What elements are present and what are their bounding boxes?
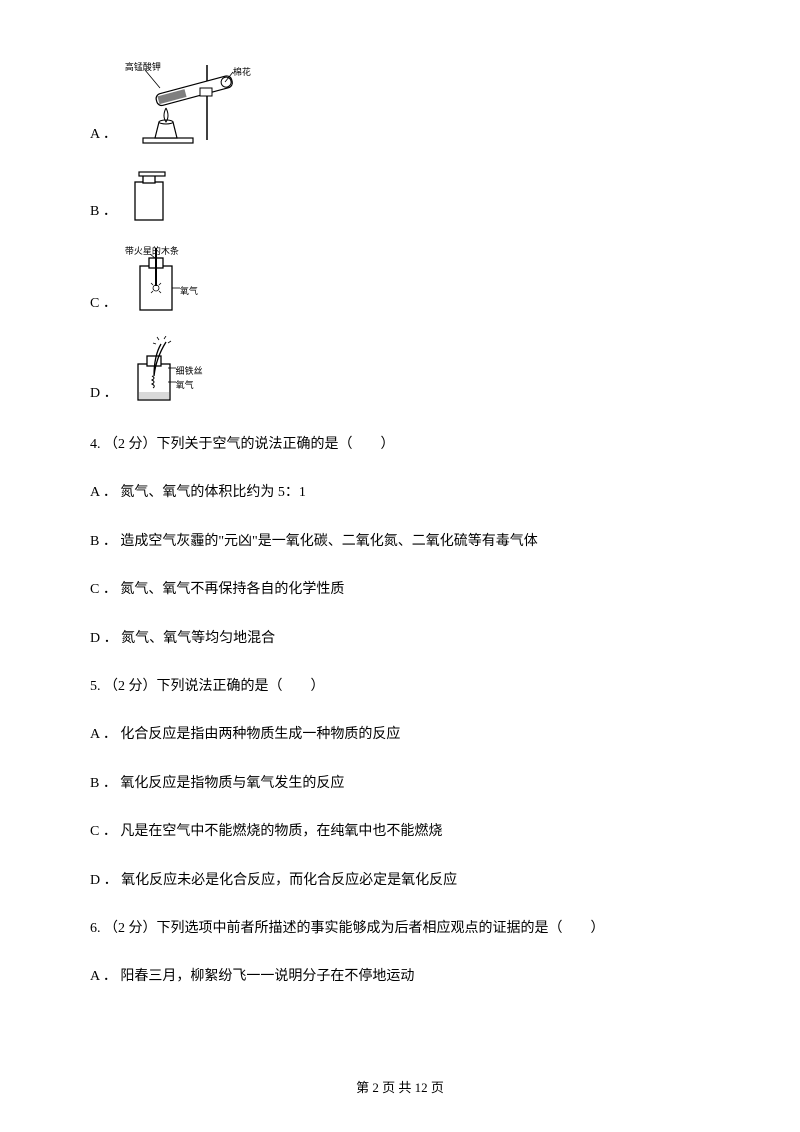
option-a-letter: A ． <box>90 123 117 145</box>
option-c-diagram: 带火星的木条 氧气 <box>125 244 215 314</box>
q5-option-d: D ． 氧化反应未必是化合反应，而化合反应必定是氧化反应 <box>90 870 710 892</box>
q4-stem: 4. （2 分）下列关于空气的说法正确的是（ ） <box>90 434 710 456</box>
q6-option-a: A ． 阳春三月，柳絮纷飞一一说明分子在不停地运动 <box>90 966 710 988</box>
option-c-letter: C ． <box>90 292 117 314</box>
q5-option-a: A ． 化合反应是指由两种物质生成一种物质的反应 <box>90 724 710 746</box>
q4-option-c: C ． 氮气、氧气不再保持各自的化学性质 <box>90 579 710 601</box>
option-a-label-right: 棉花 <box>233 65 251 78</box>
q4-option-a: A ． 氮气、氧气的体积比约为 5：1 <box>90 482 710 504</box>
option-d-label-bottom: 氧气 <box>176 378 194 391</box>
q4-option-d: D ． 氮气、氧气等均匀地混合 <box>90 628 710 650</box>
option-b-diagram <box>125 167 175 222</box>
q5-option-c: C ． 凡是在空气中不能燃烧的物质，在纯氧中也不能燃烧 <box>90 821 710 843</box>
option-a-label-left: 高锰酸钾 <box>125 60 161 73</box>
option-d-diagram: 细铁丝 氧气 <box>126 336 211 404</box>
option-c-label-top: 带火星的木条 <box>125 244 179 257</box>
q4-option-b: B ． 造成空气灰霾的"元凶"是一氧化碳、二氧化氮、二氧化硫等有毒气体 <box>90 531 710 553</box>
option-b-letter: B ． <box>90 200 117 222</box>
option-c-row: C ． 带火星的木条 氧气 <box>90 244 710 314</box>
q5-stem: 5. （2 分）下列说法正确的是（ ） <box>90 676 710 698</box>
option-a-diagram: 高锰酸钾 棉花 <box>125 60 255 145</box>
q5-option-b: B ． 氧化反应是指物质与氧气发生的反应 <box>90 773 710 795</box>
option-c-label-right: 氧气 <box>180 284 198 297</box>
option-a-row: A ． 高锰酸钾 棉花 <box>90 60 710 145</box>
option-d-letter: D ． <box>90 382 118 404</box>
q6-stem: 6. （2 分）下列选项中前者所描述的事实能够成为后者相应观点的证据的是（ ） <box>90 918 710 940</box>
option-d-label-top: 细铁丝 <box>176 364 203 377</box>
page-footer: 第 2 页 共 12 页 <box>0 1077 800 1096</box>
option-b-row: B ． <box>90 167 710 222</box>
option-d-row: D ． 细铁丝 氧气 <box>90 336 710 404</box>
